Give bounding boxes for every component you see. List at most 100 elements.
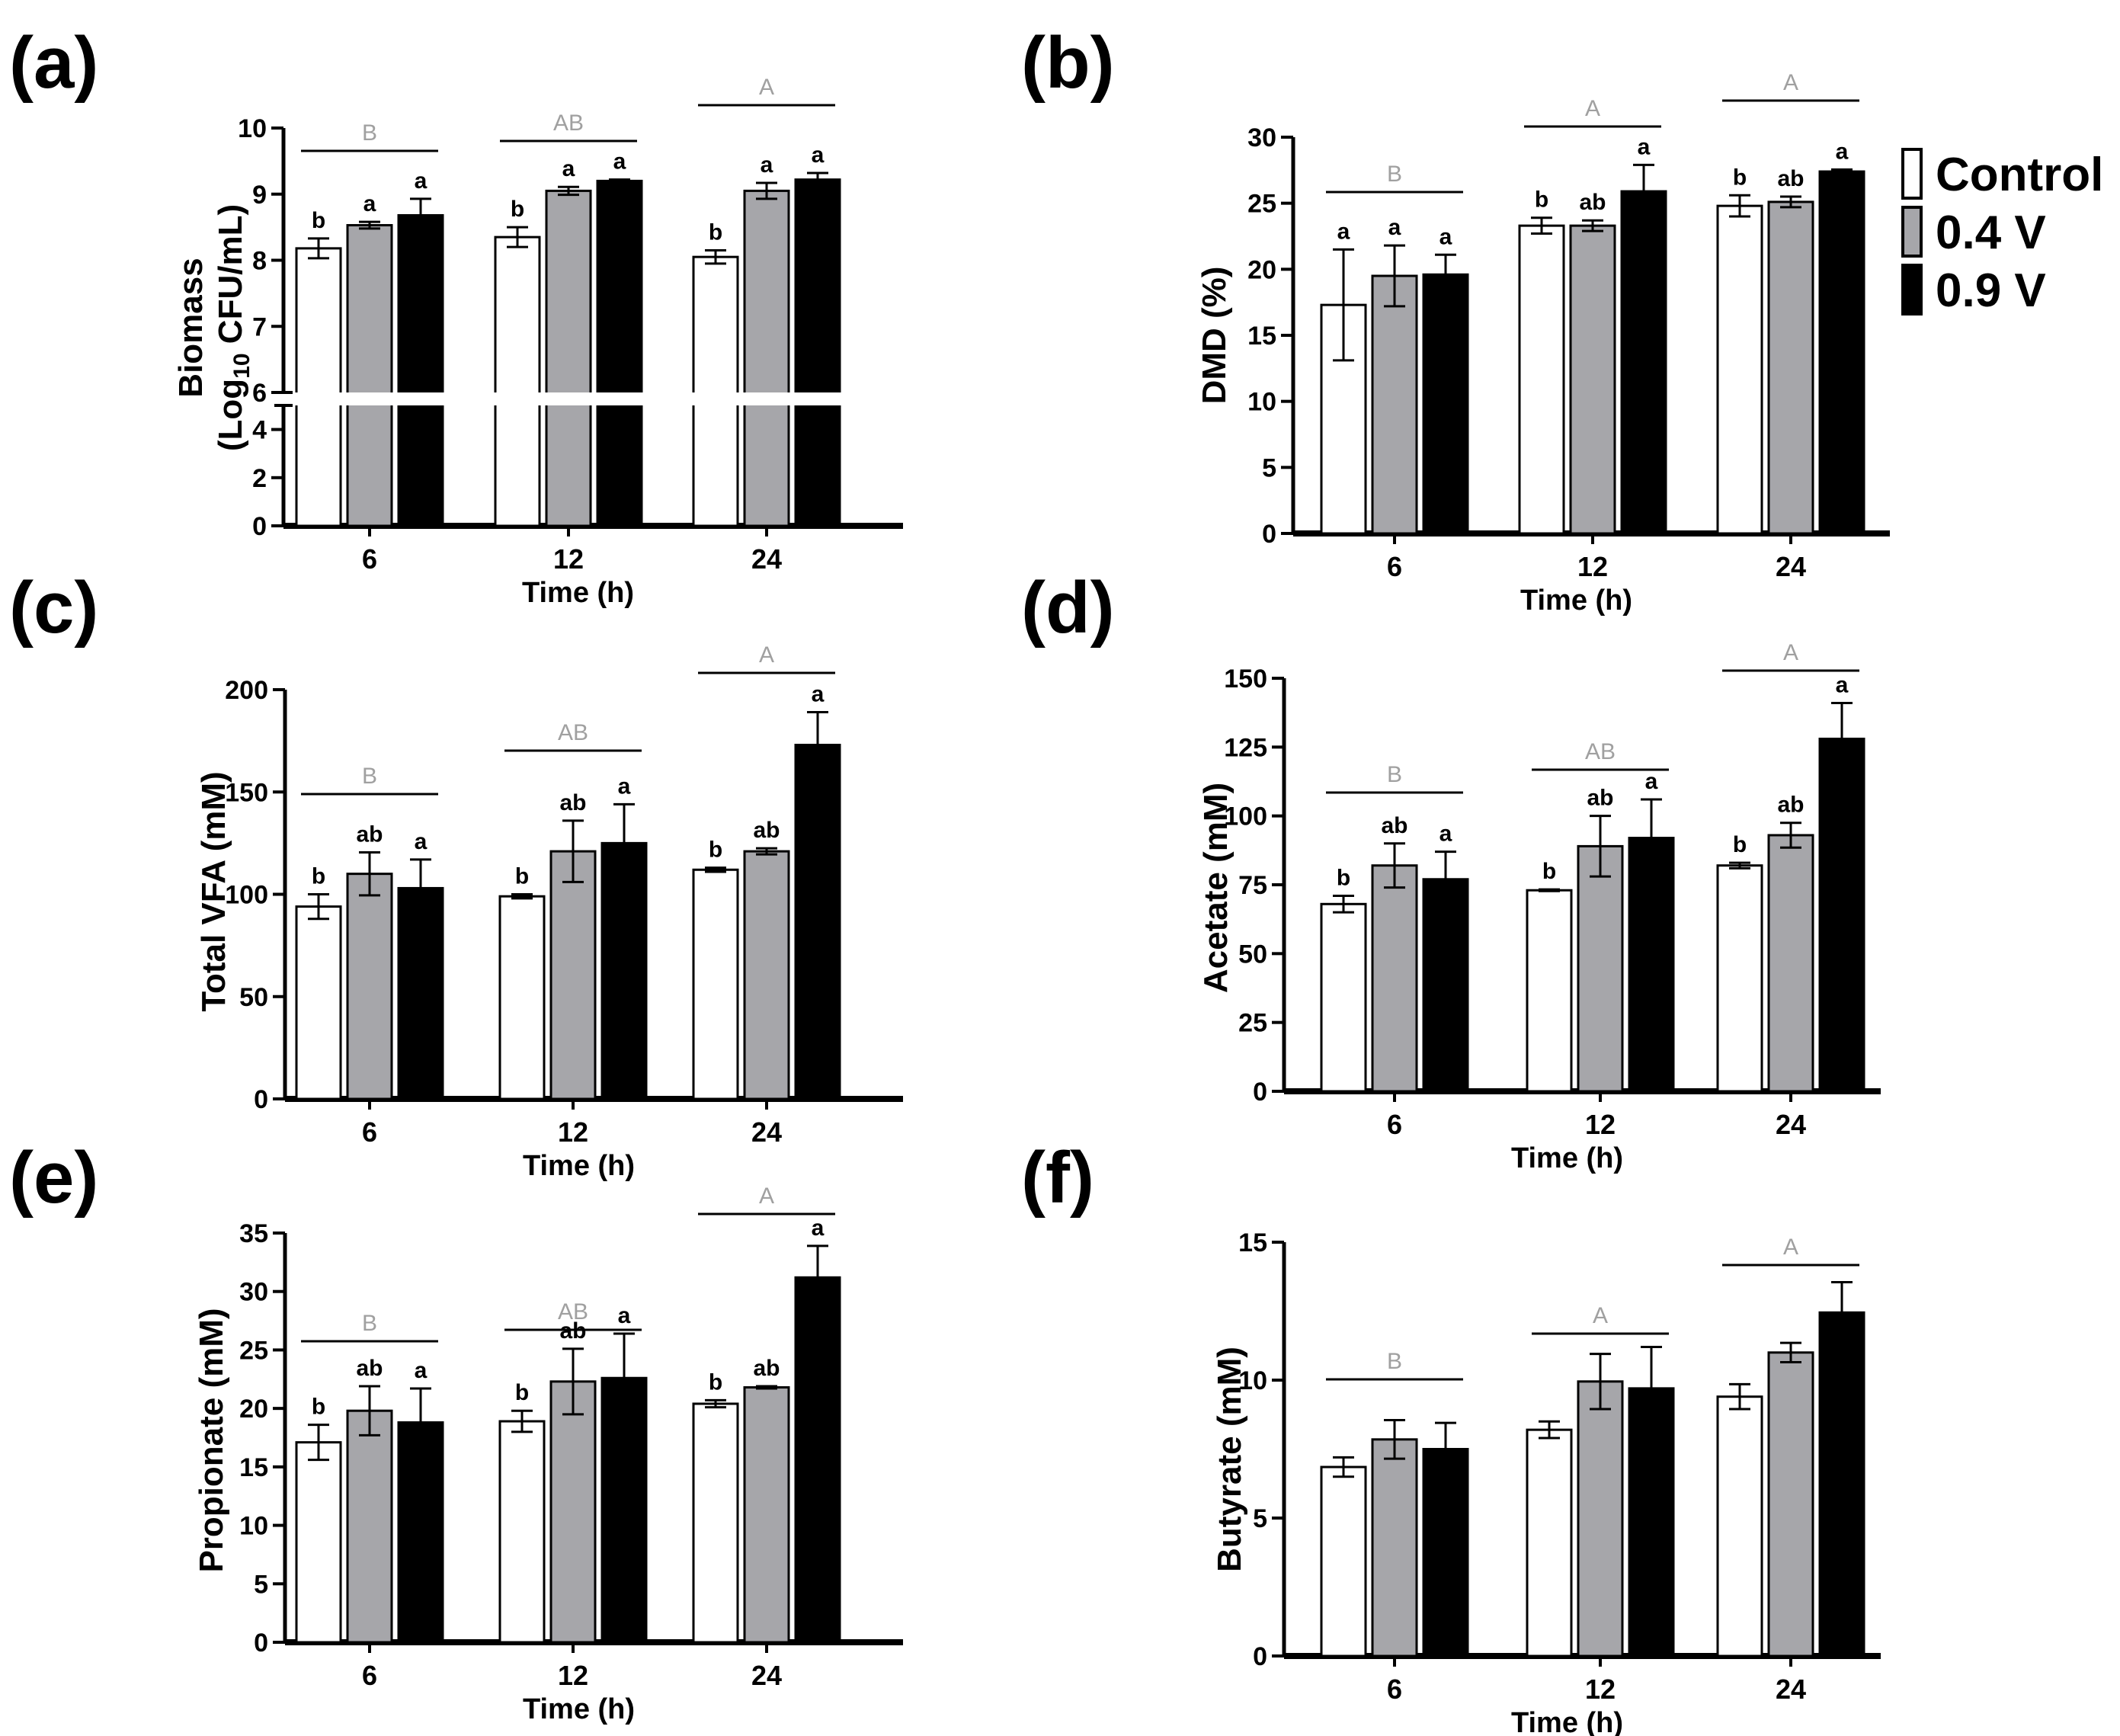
bar-b-1-2 [1767,200,1814,535]
y-tick-label-a-7: 10 [238,114,267,143]
legend-label-control: Control [1936,149,2103,201]
sig-letter-c-2-2: a [812,682,825,707]
legend-swatch-0-9v [1901,264,1923,315]
bar-f-1-2 [1767,1351,1814,1658]
y-tick-label-a-1: 2 [252,464,267,493]
bar-d-0-0 [1320,902,1367,1093]
x-axis-label-b: Time (h) [1520,585,1632,617]
sig-letter-a-0-1: b [511,197,524,222]
bar-d-2-1 [1628,837,1675,1093]
sig-letter-d-0-1: b [1542,859,1556,884]
y-tick-label-c-0: 0 [254,1085,268,1114]
sig-letter-a-1-2: a [761,152,773,178]
x-tick-label-a-1: 12 [553,543,584,575]
group-letter-e-0: B [362,1311,377,1336]
sig-letter-c-0-2: b [709,838,722,863]
bar-d-0-2 [1716,864,1763,1093]
group-letter-c-0: B [362,764,377,789]
bar-a-2-1 [596,179,643,527]
bar-b-2-0 [1422,273,1469,535]
bar-a-2-0 [397,214,444,527]
x-tick-label-a-2: 24 [751,543,782,575]
sig-letter-b-0-1: b [1535,187,1548,213]
panel-label-a: (a) [9,22,98,104]
bar-b-1-0 [1371,274,1418,535]
sig-letter-d-0-2: b [1733,832,1747,857]
x-tick-label-f-2: 24 [1776,1674,1806,1705]
sig-letter-b-1-1: ab [1579,190,1606,215]
sig-letter-e-2-0: a [415,1358,428,1383]
sig-letter-b-2-2: a [1836,139,1849,164]
y-axis-label-b: DMD (%) [1196,267,1233,405]
sig-letter-d-1-1: ab [1587,786,1613,811]
legend-item-0-9v: 0.9 V [1901,264,2046,317]
y-tick-label-e-2: 10 [239,1512,268,1541]
y-tick-label-a-4: 7 [252,312,267,341]
legend-item-0-4v: 0.4 V [1901,206,2046,259]
group-letter-b-1: A [1585,96,1600,121]
bar-a-1-0 [346,224,393,527]
sig-letter-e-2-1: a [618,1303,631,1328]
y-axis-sublabel-pre: (Log [212,379,249,451]
bar-c-0-1 [498,895,546,1100]
bar-f-1-0 [1371,1438,1418,1658]
y-tick-label-f-0: 0 [1253,1642,1267,1671]
sig-letter-a-2-1: a [613,149,626,175]
x-tick-label-e-2: 24 [751,1660,782,1691]
sig-letter-c-1-0: ab [356,822,383,847]
y-tick-label-f-3: 15 [1238,1228,1267,1257]
y-tick-label-e-0: 0 [254,1629,268,1658]
legend-swatch-0-4v [1901,206,1923,258]
x-tick-label-c-2: 24 [751,1116,782,1148]
bar-d-2-0 [1422,878,1469,1093]
panel-f: (f) 0 5 10 15 Butyrate (mM) 6 12 24 Time (h) B A A [1021,1137,1881,1736]
sig-letter-a-1-0: a [363,191,376,216]
panel-label-d: (d) [1021,567,1115,649]
y-tick-label-a-0: 0 [252,512,267,541]
bar-e-1-1 [549,1380,597,1644]
bar-e-1-2 [743,1386,790,1644]
y-axis-label-f: Butyrate (mM) [1211,1347,1248,1572]
group-letter-a-1: AB [553,111,584,136]
sig-letter-e-0-1: b [515,1380,529,1405]
bar-a-1-2 [743,189,790,527]
group-letter-c-1: AB [558,720,588,745]
sig-letter-d-2-1: a [1645,769,1658,794]
x-tick-label-c-0: 6 [362,1116,377,1148]
sig-letter-b-1-0: a [1388,215,1401,240]
x-tick-label-b-1: 12 [1577,551,1608,582]
bar-b-1-1 [1569,224,1616,535]
sig-letter-d-0-0: b [1337,865,1350,890]
y-tick-label-a-3: 6 [252,379,267,408]
y-tick-label-f-2: 10 [1238,1366,1267,1395]
sig-letter-c-1-1: ab [559,790,586,815]
y-tick-label-a-2: 4 [252,416,267,445]
sig-letter-e-1-0: ab [356,1356,383,1381]
y-tick-label-b-1: 5 [1262,453,1276,482]
x-tick-label-e-0: 6 [362,1660,377,1691]
bar-e-2-2 [794,1276,841,1644]
group-letter-d-2: A [1783,640,1798,665]
y-tick-label-d-4: 100 [1224,802,1267,831]
axis-break-gap-a [274,392,899,405]
y-tick-label-c-4: 200 [225,676,268,705]
y-tick-label-b-4: 20 [1247,255,1276,284]
bar-a-0-1 [494,235,541,527]
bar-c-0-0 [295,905,342,1100]
sig-letter-a-2-2: a [812,143,825,168]
group-letter-a-0: B [362,120,377,146]
sig-letter-c-0-1: b [515,864,529,889]
bar-c-2-0 [397,886,444,1100]
bar-c-0-2 [692,868,739,1100]
group-letter-c-2: A [759,642,774,668]
bar-d-1-1 [1577,844,1624,1093]
bar-a-0-2 [692,255,739,527]
y-tick-label-c-3: 150 [225,778,268,807]
sig-letter-e-0-2: b [709,1369,722,1395]
x-tick-label-b-2: 24 [1776,551,1806,582]
bar-f-2-0 [1422,1448,1469,1658]
y-tick-label-d-5: 125 [1224,733,1267,762]
y-tick-label-b-2: 10 [1247,388,1276,417]
sig-letter-a-2-0: a [415,168,428,194]
